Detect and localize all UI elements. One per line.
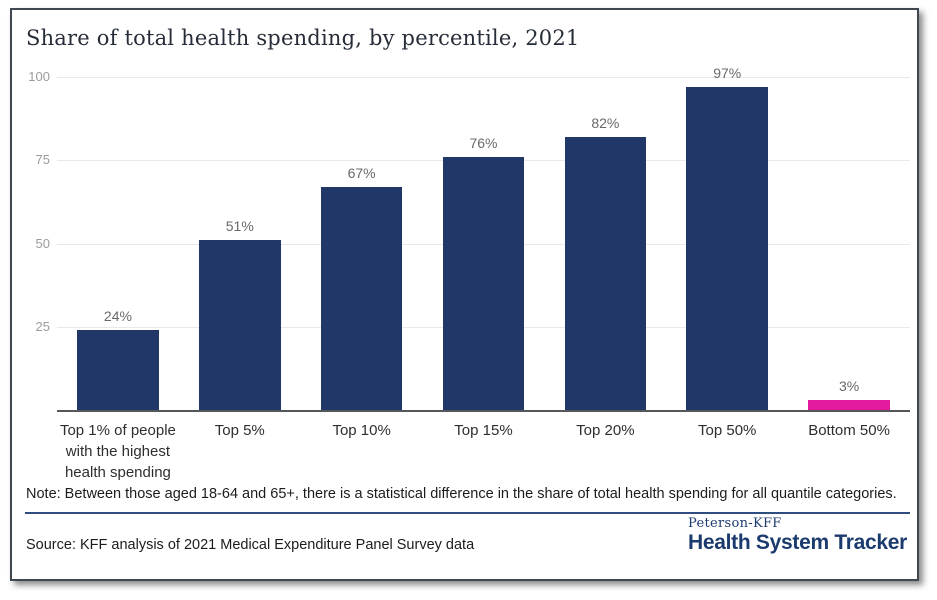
bar-value-label: 3% xyxy=(838,378,860,395)
category-label: Top 20% xyxy=(576,422,635,439)
bar-slot: 97% xyxy=(666,65,788,410)
note-text: Note: Between those aged 18-64 and 65+, … xyxy=(26,486,897,502)
bar-slot: 51% xyxy=(179,77,301,410)
category-label: Top 50% xyxy=(698,422,757,439)
chart-card: Share of total health spending, by perce… xyxy=(10,8,919,581)
bar-value-label: 76% xyxy=(469,134,498,151)
bar-value-label: 82% xyxy=(591,114,620,131)
x-axis-line xyxy=(57,410,910,412)
plot-area: Top 1% of people with the highest health… xyxy=(28,65,910,481)
category-label: Top 1% of people with the highest health… xyxy=(59,422,176,481)
bar-value-label: 67% xyxy=(347,164,376,181)
category-label: Top 5% xyxy=(214,422,265,439)
bar-bottom-50 xyxy=(808,400,890,410)
bar-top-50 xyxy=(686,87,768,410)
bar-top-5 xyxy=(198,240,281,410)
chart-title: Share of total health spending, by perce… xyxy=(26,26,580,50)
bar-slot: 24% xyxy=(57,77,179,410)
y-tick-label-50: 50 xyxy=(35,235,50,251)
bar-top-15 xyxy=(442,156,525,410)
bar-slot: 3% xyxy=(788,77,910,410)
bar-top-20 xyxy=(564,136,647,410)
category-label: Bottom 50% xyxy=(808,422,890,439)
category-label: Top 15% xyxy=(454,422,513,439)
y-tick-label-100: 100 xyxy=(28,69,50,84)
source-text: Source: KFF analysis of 2021 Medical Exp… xyxy=(26,537,475,553)
bar-value-label: 51% xyxy=(225,218,254,235)
gridline-100 xyxy=(57,77,910,78)
bar-value-label: 97% xyxy=(713,65,742,81)
bar-top-1-of-people-with-the-highest-health-spending xyxy=(77,330,159,410)
bar-top-10 xyxy=(320,186,403,410)
footer-divider xyxy=(25,512,910,514)
brand-peterson-kff: Peterson-KFF xyxy=(688,516,782,531)
y-tick-label-25: 25 xyxy=(35,318,50,334)
brand-health-system-tracker: Health System Tracker xyxy=(688,531,907,554)
y-tick-label-75: 75 xyxy=(35,152,50,168)
brand-logo: Peterson-KFF Health System Tracker xyxy=(688,516,907,555)
bar-slot: 82% xyxy=(544,77,666,410)
bar-slot: 67% xyxy=(301,77,423,410)
bar-slot: 76% xyxy=(423,77,545,410)
bar-value-label: 24% xyxy=(103,308,132,325)
category-label: Top 10% xyxy=(332,422,391,439)
